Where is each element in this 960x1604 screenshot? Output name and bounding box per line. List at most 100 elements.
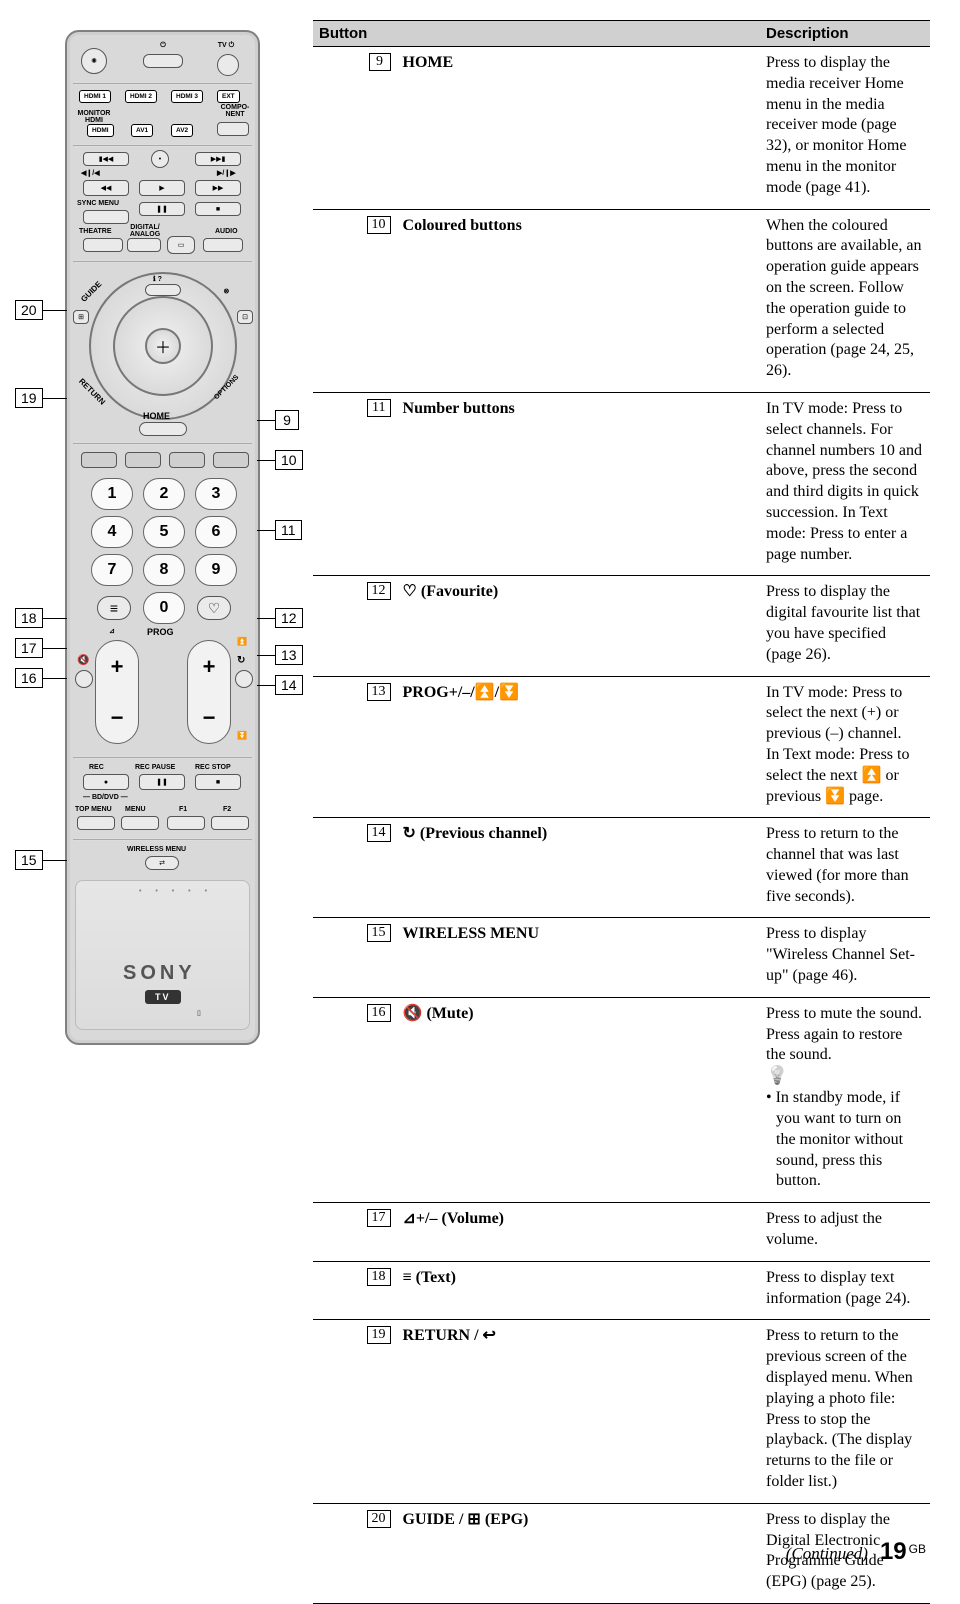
row-description: When the coloured buttons are available,… xyxy=(760,209,930,392)
row-button-name: RETURN / ↩ xyxy=(397,1320,760,1503)
num-2: 2 xyxy=(143,478,185,510)
num-6: 6 xyxy=(195,516,237,548)
callout-20: 20 xyxy=(15,300,67,320)
sync-menu-label: SYNC MENU xyxy=(77,200,119,207)
rec-label: REC xyxy=(89,764,104,771)
row-description: Press to adjust the volume. xyxy=(760,1203,930,1262)
rec-pause-label: REC PAUSE xyxy=(135,764,175,771)
info-btn xyxy=(145,284,181,296)
row-number: 16 xyxy=(313,997,397,1202)
num-8: 8 xyxy=(143,554,185,586)
button-description-table: Button Description 9HOMEPress to display… xyxy=(313,20,930,1604)
table-row: 12♡ (Favourite)Press to display the digi… xyxy=(313,576,930,676)
table-row: 11Number buttonsIn TV mode: Press to sel… xyxy=(313,392,930,575)
f1-btn xyxy=(167,816,205,830)
component-label: COMPO- NENT xyxy=(215,104,255,118)
stop-btn: ■ xyxy=(195,202,241,216)
callout-19: 19 xyxy=(15,388,67,408)
rec-pause-btn: ❚❚ xyxy=(139,774,185,790)
table-row: 10Coloured buttonsWhen the coloured butt… xyxy=(313,209,930,392)
callout-11: 11 xyxy=(257,520,302,540)
row-description: In TV mode: Press to select the next (+)… xyxy=(760,676,930,818)
component-btn xyxy=(217,122,249,136)
col-description: Description xyxy=(760,21,930,47)
tip-text: • In standby mode, if you want to turn o… xyxy=(766,1088,924,1192)
sony-logo: SONY xyxy=(123,962,196,985)
hdmi3-btn: HDMI 3 xyxy=(171,90,203,103)
av1-btn: AV1 xyxy=(131,124,153,137)
row-button-name: Number buttons xyxy=(397,392,760,575)
audio-btn xyxy=(203,238,243,252)
row-description: Press to mute the sound. Press again to … xyxy=(760,997,930,1202)
mute-icon: 🔇 xyxy=(77,656,89,666)
row-number: 10 xyxy=(313,209,397,392)
num-5: 5 xyxy=(143,516,185,548)
callout-18: 18 xyxy=(15,608,67,628)
table-row: 9HOMEPress to display the media receiver… xyxy=(313,47,930,210)
num-7: 7 xyxy=(91,554,133,586)
av2-btn: AV2 xyxy=(171,124,193,137)
bd-dvd-label: — BD/DVD — xyxy=(83,794,128,801)
prev-channel-button xyxy=(235,670,253,688)
prog-rocker: +− xyxy=(187,640,231,744)
theatre-label: THEATRE xyxy=(79,228,112,235)
row-button-name: ♡ (Favourite) xyxy=(397,576,760,676)
callout-14: 14 xyxy=(257,675,303,695)
ff-btn: ▶▶ xyxy=(195,180,241,196)
callout-9: 9 xyxy=(257,410,299,430)
page-number: 19 xyxy=(880,1538,907,1565)
screen-btn: ▭ xyxy=(167,236,195,254)
num-9: 9 xyxy=(195,554,237,586)
table-row: 15WIRELESS MENUPress to display "Wireles… xyxy=(313,918,930,997)
wireless-menu-btn: ⇄ xyxy=(145,856,179,870)
menu-btn xyxy=(121,816,159,830)
prev-ch-icon: ↻ xyxy=(237,656,245,666)
row-number: 18 xyxy=(313,1261,397,1320)
guide-label: GUIDE xyxy=(80,280,104,304)
row-description: In TV mode: Press to select channels. Fo… xyxy=(760,392,930,575)
callout-16: 16 xyxy=(15,668,67,688)
table-row: 18≡ (Text)Press to display text informat… xyxy=(313,1261,930,1320)
tv-tag: TV xyxy=(145,990,181,1004)
row-number: 20 xyxy=(313,1503,397,1603)
row-number: 9 xyxy=(313,47,397,210)
col-button: Button xyxy=(313,21,760,47)
mute-button xyxy=(75,670,93,688)
audio-label: AUDIO xyxy=(215,228,238,235)
row-number: 12 xyxy=(313,576,397,676)
ext-btn: EXT xyxy=(217,90,240,103)
input-side-icon: ⊡ xyxy=(237,310,253,324)
tip-icon: 💡 xyxy=(766,1066,924,1084)
gb-label: GB xyxy=(909,1542,926,1556)
row-number: 19 xyxy=(313,1320,397,1503)
color-btn-green xyxy=(125,452,161,468)
prev-track-btn: ▮◀◀ xyxy=(83,152,129,166)
page-footer: (Continued) 19GB xyxy=(786,1538,926,1566)
row-description: Press to return to the previous screen o… xyxy=(760,1320,930,1503)
row-number: 17 xyxy=(313,1203,397,1262)
tv-power-label: TV ⏻ xyxy=(201,42,251,49)
row-description: Press to return to the channel that was … xyxy=(760,818,930,918)
num-4: 4 xyxy=(91,516,133,548)
guide-side-icon: ⊞ xyxy=(73,310,89,324)
callout-17: 17 xyxy=(15,638,67,658)
row-button-name: WIRELESS MENU xyxy=(397,918,760,997)
num-1: 1 xyxy=(91,478,133,510)
next-track-btn: ▶▶▮ xyxy=(195,152,241,166)
rec-btn: ● xyxy=(83,774,129,790)
rew-btn: ◀◀ xyxy=(83,180,129,196)
row-number: 13 xyxy=(313,676,397,818)
power-button xyxy=(143,54,183,68)
f2-label: F2 xyxy=(223,806,231,813)
row-number: 11 xyxy=(313,392,397,575)
color-btn-blue xyxy=(213,452,249,468)
num-0: 0 xyxy=(143,592,185,624)
vol-icon: ⊿ xyxy=(109,628,115,635)
table-row: 13PROG+/–/⏫/⏬In TV mode: Press to select… xyxy=(313,676,930,818)
pause-btn: ❚❚ xyxy=(139,202,185,216)
sync-menu-btn xyxy=(83,210,129,224)
home-button xyxy=(139,422,187,436)
remote-diagram: ✺ ⏻ TV ⏻ HDMI 1 HDMI 2 HDMI 3 EXT COMPO-… xyxy=(15,20,305,1604)
row-number: 14 xyxy=(313,818,397,918)
play-btn: ▶ xyxy=(139,180,185,196)
